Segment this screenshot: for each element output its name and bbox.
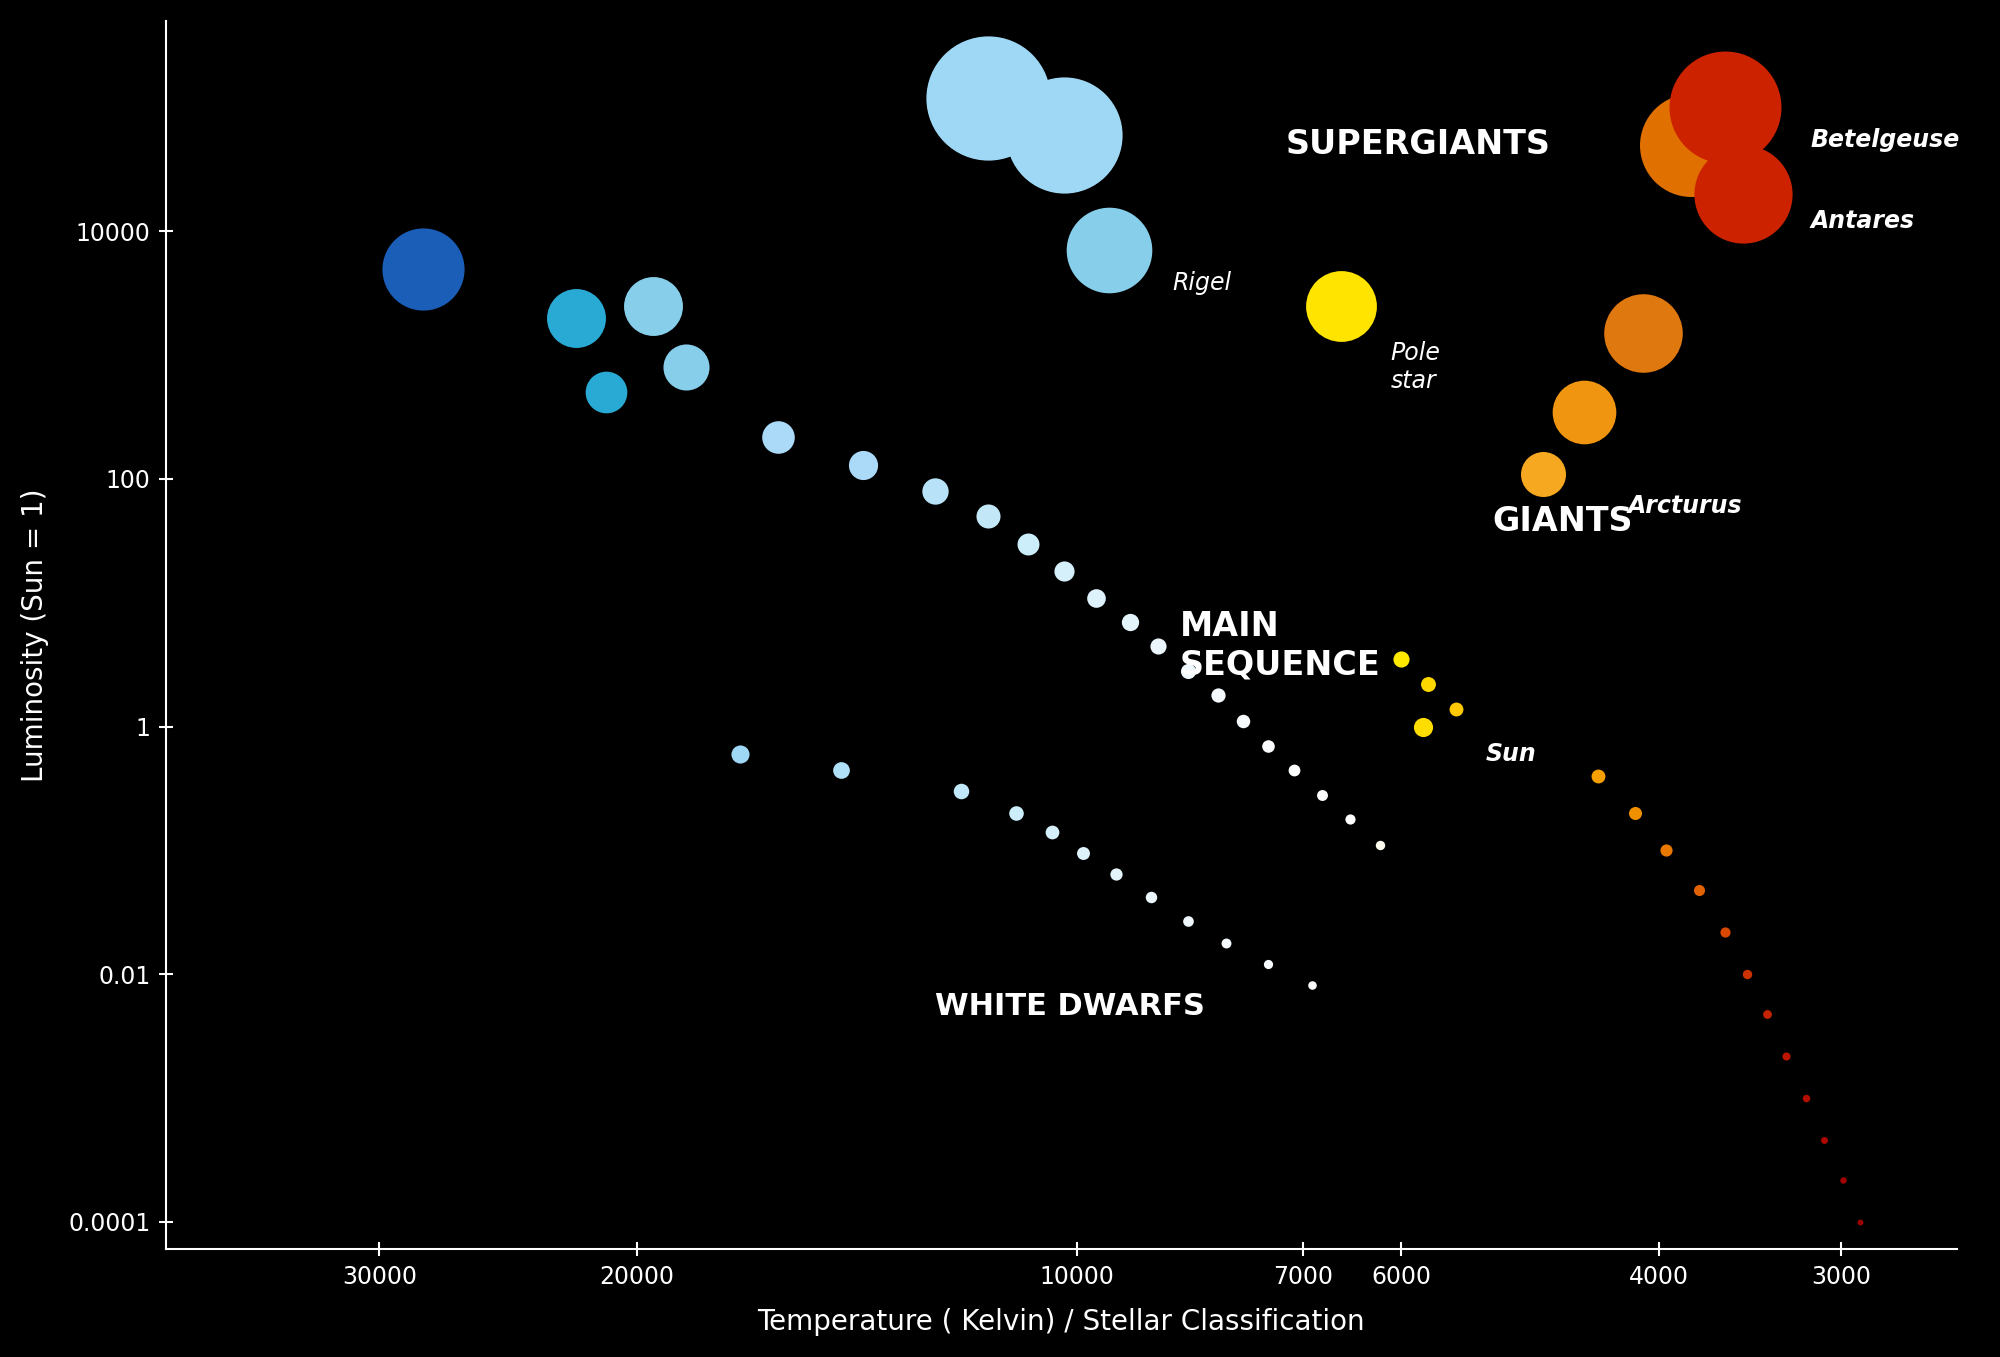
Point — [1728, 183, 1760, 205]
Point — [724, 744, 756, 765]
Point — [1036, 821, 1068, 843]
Point — [1412, 673, 1444, 695]
X-axis label: Temperature ( Kelvin) / Stellar Classification: Temperature ( Kelvin) / Stellar Classifi… — [758, 1308, 1366, 1337]
Point — [1828, 1168, 1860, 1190]
Point — [1000, 802, 1032, 824]
Point — [1844, 1210, 1876, 1232]
Point — [1252, 735, 1284, 757]
Point — [1094, 240, 1126, 262]
Point — [560, 307, 592, 328]
Point — [1324, 294, 1356, 316]
Point — [1210, 932, 1242, 954]
Point — [1048, 123, 1080, 145]
Point — [1172, 661, 1204, 683]
Text: Betelgeuse: Betelgeuse — [1810, 128, 1960, 152]
Point — [1676, 134, 1708, 156]
Text: Pole
star: Pole star — [1390, 341, 1440, 394]
Text: GIANTS: GIANTS — [1492, 505, 1632, 539]
Point — [1278, 759, 1310, 780]
Text: MAIN
SEQUENCE: MAIN SEQUENCE — [1180, 611, 1380, 681]
Point — [824, 759, 856, 780]
Point — [972, 505, 1004, 527]
Point — [1710, 96, 1742, 118]
Point — [1582, 765, 1614, 787]
Point — [762, 426, 794, 448]
Point — [1364, 835, 1396, 856]
Text: Rigel: Rigel — [1172, 271, 1232, 296]
Point — [1620, 802, 1652, 824]
Point — [1406, 715, 1438, 737]
Point — [1626, 323, 1658, 345]
Point — [1790, 1087, 1822, 1109]
Point — [590, 381, 622, 403]
Point — [1862, 1251, 1894, 1273]
Point — [1100, 863, 1132, 885]
Text: SUPERGIANTS: SUPERGIANTS — [1286, 128, 1550, 161]
Text: Antares: Antares — [1810, 209, 1914, 233]
Point — [636, 294, 668, 316]
Point — [1730, 963, 1762, 985]
Point — [408, 258, 440, 280]
Point — [1334, 807, 1366, 829]
Point — [1684, 879, 1716, 901]
Point — [670, 357, 702, 379]
Point — [1306, 784, 1338, 806]
Point — [1386, 649, 1418, 670]
Point — [1752, 1003, 1784, 1025]
Point — [848, 455, 880, 476]
Text: Arcturus: Arcturus — [1628, 494, 1742, 518]
Point — [1012, 533, 1044, 555]
Point — [1440, 697, 1472, 719]
Point — [1134, 886, 1166, 908]
Point — [1080, 586, 1112, 608]
Point — [1568, 400, 1600, 422]
Point — [1296, 974, 1328, 996]
Point — [1142, 635, 1174, 657]
Point — [1114, 611, 1146, 632]
Point — [1226, 711, 1258, 733]
Y-axis label: Luminosity (Sun = 1): Luminosity (Sun = 1) — [20, 489, 48, 782]
Text: Sun: Sun — [1486, 742, 1536, 767]
Point — [1650, 840, 1682, 862]
Point — [920, 480, 952, 502]
Point — [1172, 911, 1204, 932]
Point — [1710, 921, 1742, 943]
Point — [1808, 1129, 1840, 1151]
Point — [972, 87, 1004, 109]
Text: WHITE DWARFS: WHITE DWARFS — [936, 992, 1206, 1020]
Point — [946, 780, 978, 802]
Point — [1878, 1293, 1910, 1315]
Point — [1068, 843, 1100, 864]
Point — [1048, 560, 1080, 582]
Point — [1526, 463, 1558, 484]
Point — [1252, 954, 1284, 976]
Point — [1202, 684, 1234, 706]
Point — [1770, 1045, 1802, 1067]
